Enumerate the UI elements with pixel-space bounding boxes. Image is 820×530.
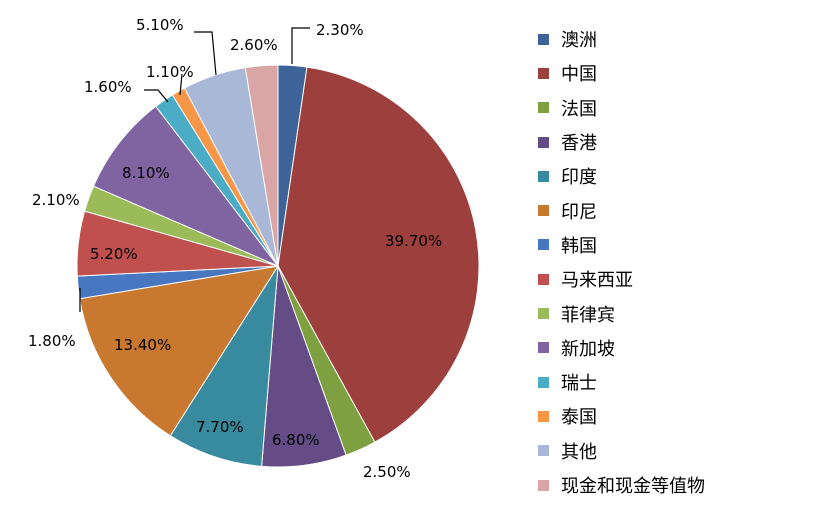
data-label-12: 1.10% (146, 63, 194, 81)
pie-slice-6 (79, 265, 280, 437)
pie-slice-14 (244, 64, 279, 267)
pie-slice-2 (277, 66, 480, 443)
legend-label: 印度 (561, 167, 597, 189)
legend-label: 泰国 (561, 407, 597, 429)
legend-label: 现金和现金等值物 (561, 476, 705, 497)
legend-item-9: 菲律宾 (538, 296, 705, 330)
legend-label: 其他 (561, 441, 597, 463)
legend-item-4: 香港 (538, 125, 705, 159)
legend-item-11: 瑞士 (538, 365, 705, 399)
legend-swatch (538, 410, 549, 422)
leader-lines (79, 27, 310, 312)
leader-line-12 (179, 73, 183, 96)
legend-swatch (538, 67, 549, 79)
data-label-11: 1.60% (84, 78, 132, 96)
legend-swatch (538, 136, 549, 148)
pie-slices (76, 64, 480, 468)
legend-item-5: 印度 (538, 159, 705, 193)
legend-swatch (538, 33, 549, 45)
legend-swatch (538, 308, 549, 320)
legend-label: 香港 (561, 133, 597, 155)
legend-label: 菲律宾 (561, 304, 615, 326)
legend-swatch (538, 273, 549, 285)
data-label-14: 2.60% (230, 36, 278, 54)
data-label-5: 7.70% (196, 418, 244, 436)
legend-swatch (538, 239, 549, 251)
legend-item-8: 马来西亚 (538, 262, 705, 296)
legend-swatch (538, 102, 549, 114)
legend-item-2: 中国 (538, 56, 705, 90)
leader-line-11 (144, 89, 169, 103)
leader-line-1 (291, 27, 310, 64)
data-labels: 2.30% 39.70% 2.50% 6.80% 7.70% 13.40% 1.80% 5.2… (28, 16, 442, 481)
leader-line-13 (194, 31, 217, 76)
legend-swatch (538, 170, 549, 182)
legend-label: 瑞士 (561, 373, 597, 395)
data-label-7: 1.80% (28, 332, 76, 350)
legend-item-12: 泰国 (538, 399, 705, 433)
pie-slice-10 (92, 105, 280, 268)
data-label-6: 13.40% (114, 336, 171, 354)
legend-label: 法国 (561, 98, 597, 120)
data-label-9: 2.10% (32, 191, 80, 209)
data-label-1: 2.30% (316, 21, 364, 39)
legend-swatch (538, 445, 549, 457)
data-label-13: 5.10% (136, 16, 184, 34)
legend-item-6: 印尼 (538, 193, 705, 227)
legend-label: 中国 (561, 64, 597, 86)
legend-item-13: 其他 (538, 434, 705, 468)
legend-label: 印尼 (561, 201, 597, 223)
legend-swatch (538, 342, 549, 354)
legend-item-3: 法国 (538, 91, 705, 125)
legend: 澳洲中国法国香港印度印尼韩国马来西亚菲律宾新加坡瑞士泰国其他现金和现金等值物 (538, 22, 705, 502)
legend-swatch (538, 479, 549, 491)
legend-item-10: 新加坡 (538, 331, 705, 365)
legend-item-1: 澳洲 (538, 22, 705, 56)
legend-label: 新加坡 (561, 338, 615, 360)
data-label-8: 5.20% (90, 245, 138, 263)
data-label-3: 2.50% (363, 463, 411, 481)
legend-item-7: 韩国 (538, 228, 705, 262)
legend-label: 韩国 (561, 235, 597, 257)
legend-swatch (538, 376, 549, 388)
data-label-10: 8.10% (122, 164, 170, 182)
data-label-2: 39.70% (385, 232, 442, 250)
legend-swatch (538, 205, 549, 217)
legend-item-14: 现金和现金等值物 (538, 468, 705, 502)
legend-label: 马来西亚 (561, 270, 633, 292)
legend-label: 澳洲 (561, 30, 597, 52)
pie-slice-5 (169, 265, 279, 467)
data-label-4: 6.80% (272, 431, 320, 449)
